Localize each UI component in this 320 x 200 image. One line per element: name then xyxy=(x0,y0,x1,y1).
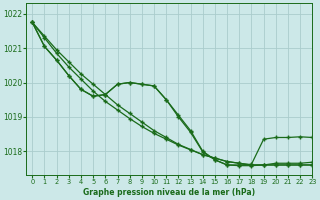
X-axis label: Graphe pression niveau de la mer (hPa): Graphe pression niveau de la mer (hPa) xyxy=(83,188,255,197)
